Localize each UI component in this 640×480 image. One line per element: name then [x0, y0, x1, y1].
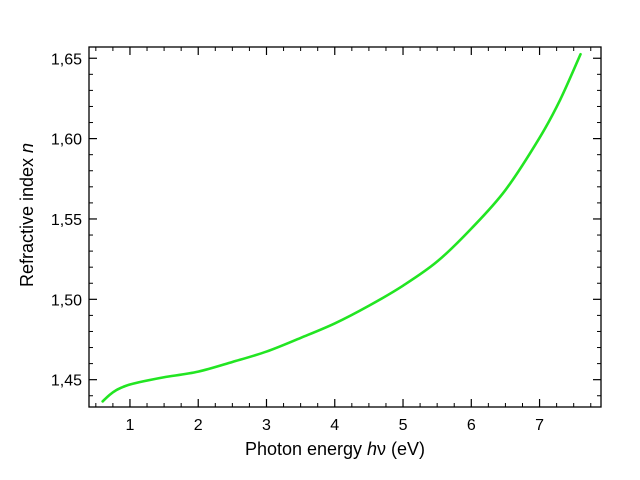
x-axis-title-suffix: ν (eV) — [377, 439, 425, 459]
minor-ticks — [89, 47, 601, 407]
y-axis-title-prefix: Refractive index — [17, 153, 37, 287]
major-ticks — [89, 47, 601, 407]
x-tick-label: 5 — [399, 417, 408, 434]
x-tick-label: 4 — [330, 417, 339, 434]
y-tick-label: 1,45 — [51, 373, 82, 390]
series-group — [101, 52, 582, 403]
y-tick-label: 1,55 — [51, 212, 82, 229]
x-axis-title-variable: h — [367, 439, 377, 459]
x-tick-label: 7 — [535, 417, 544, 434]
x-axis-title-prefix: Photon energy — [245, 439, 367, 459]
x-tick-label: 3 — [262, 417, 271, 434]
y-tick-labels: 1,45 1,50 1,55 1,60 1,65 — [51, 51, 82, 389]
x-tick-label: 1 — [126, 417, 135, 434]
x-tick-label: 2 — [194, 417, 203, 434]
plot-frame — [88, 46, 602, 408]
y-tick-label: 1,60 — [51, 132, 82, 149]
series-line — [101, 52, 582, 403]
y-axis-title: Refractive index n — [17, 143, 37, 287]
x-axis-title: Photon energy hν (eV) — [245, 439, 425, 459]
y-tick-label: 1,50 — [51, 292, 82, 309]
x-tick-labels: 1 2 3 4 5 6 7 — [126, 417, 545, 434]
y-tick-label: 1,65 — [51, 51, 82, 68]
x-tick-label: 6 — [467, 417, 476, 434]
y-axis-title-variable: n — [17, 143, 37, 153]
